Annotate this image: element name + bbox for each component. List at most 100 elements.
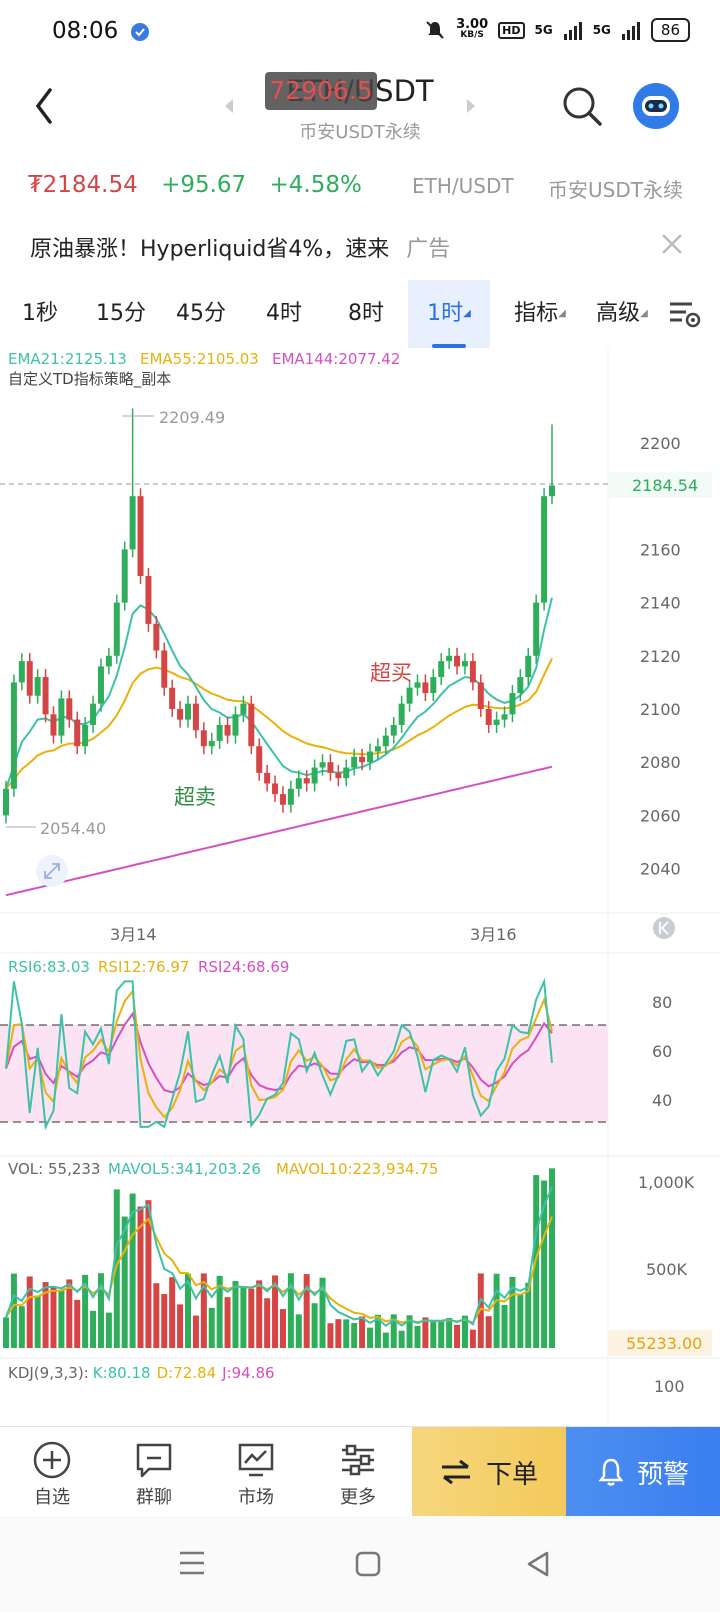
search-icon[interactable] — [560, 84, 604, 128]
nav-market-label: 市场 — [238, 1487, 274, 1508]
overbought-annotation: 超买 — [370, 661, 412, 685]
back-nav-icon[interactable] — [524, 1550, 552, 1578]
candlesticks — [3, 408, 555, 824]
rsi-tick-60: 60 — [652, 1042, 672, 1061]
vol-tick-500k: 500K — [646, 1260, 688, 1279]
signal-5g-2: 5G — [592, 23, 611, 37]
last-price-tag-bg — [608, 472, 712, 498]
signal-bars-icon — [563, 22, 582, 40]
dropdown-triangle-icon: ◢ — [463, 308, 471, 319]
kline-chart[interactable]: EMA21:2125.13 EMA55:2105.03 EMA144:2077.… — [0, 348, 720, 1426]
price-alert-label: 预警 — [636, 1459, 689, 1490]
mute-bell-icon — [426, 21, 444, 39]
y-tick-2120: 2120 — [640, 647, 681, 666]
tab-advanced-label: 高级 — [596, 301, 641, 326]
swap-arrows-icon — [441, 1459, 470, 1485]
price-change: +95.67 — [161, 172, 247, 198]
system-nav-bar — [0, 1516, 720, 1612]
signal-bars-icon-2 — [621, 22, 640, 40]
nav-chat[interactable]: 群聊 — [104, 1427, 204, 1517]
ema55-line — [5, 657, 553, 790]
battery-indicator: 86 — [650, 18, 690, 42]
ema55-label: EMA55:2105.03 — [140, 350, 259, 368]
rsi24-label: RSI24:68.69 — [198, 958, 289, 976]
bottom-nav: 自选 群聊 市场 更多 — [0, 1426, 720, 1517]
timeframe-tabs: 1秒 15分 45分 4时 8时 1时◢ 指标◢ 高级◢ — [0, 280, 720, 348]
kdj-tick-100: 100 — [654, 1377, 685, 1396]
vol-last-tag: 55233.00 — [626, 1334, 702, 1353]
rsi6-line — [5, 977, 553, 1131]
dropdown-triangle-icon: ◢ — [640, 308, 648, 319]
expand-icon[interactable] — [36, 855, 68, 887]
x-tick-0316: 3月16 — [470, 925, 517, 944]
tab-4h[interactable]: 4时 — [266, 301, 302, 326]
price-change-pct: +4.58% — [269, 172, 362, 198]
place-order-button[interactable]: 下单 — [412, 1427, 566, 1517]
chart-settings-icon[interactable] — [668, 298, 702, 330]
y-tick-2140: 2140 — [640, 594, 681, 613]
ad-banner[interactable]: 原油暴涨！Hyperliquid省4%，速来 广告 — [30, 231, 450, 263]
recent-apps-icon[interactable] — [178, 1550, 206, 1576]
nav-watchlist[interactable]: 自选 — [2, 1427, 102, 1517]
volume-bars — [3, 1168, 555, 1348]
close-icon[interactable] — [660, 232, 684, 256]
low-label: 2054.40 — [40, 819, 106, 838]
ema144-line — [5, 765, 553, 897]
back-arrow-icon[interactable] — [30, 86, 60, 126]
tab-1s[interactable]: 1秒 — [22, 301, 58, 326]
high-label: 2209.49 — [159, 408, 225, 427]
y-tick-2040: 2040 — [640, 860, 681, 879]
mavol5-label: MAVOL5:341,203.26 — [108, 1160, 261, 1178]
kdj-label: KDJ(9,3,3): K:80.18 D:72.84 J:94.86 — [8, 1364, 275, 1382]
signal-5g-1: 5G — [534, 23, 553, 37]
ticker-market: 币安USDT永续 — [548, 178, 683, 202]
prev-pair-icon[interactable] — [222, 96, 236, 116]
tab-45m[interactable]: 45分 — [176, 301, 226, 326]
ema21-label: EMA21:2125.13 — [8, 350, 127, 368]
price-axis: 2200 2160 2140 2120 2100 2080 2060 2040 — [640, 434, 681, 879]
ema21-line — [5, 597, 553, 790]
price-alert-button[interactable]: 预警 — [566, 1427, 720, 1517]
place-order-label: 下单 — [485, 1459, 538, 1490]
mavol5-line — [5, 1186, 553, 1327]
robot-assistant-icon[interactable] — [632, 82, 680, 130]
mavol10-label: MAVOL10:223,934.75 — [276, 1160, 438, 1178]
ad-text[interactable]: 原油暴涨！Hyperliquid省4%，速来 — [30, 237, 390, 262]
status-time: 08:06 — [52, 18, 119, 44]
chat-icon — [136, 1443, 172, 1478]
nav-watchlist-label: 自选 — [34, 1487, 70, 1508]
last-price-tag: 2184.54 — [632, 476, 698, 495]
tab-indicators[interactable]: 指标◢ — [500, 280, 580, 348]
scroll-to-latest-icon[interactable] — [653, 917, 675, 939]
page-subtitle: 币安USDT永续 — [299, 122, 421, 143]
vol-tick-1000k: 1,000K — [638, 1173, 695, 1192]
next-pair-icon[interactable] — [464, 96, 478, 116]
tab-indicators-label: 指标 — [514, 301, 559, 326]
nav-more[interactable]: 更多 — [308, 1427, 408, 1517]
y-tick-2100: 2100 — [640, 700, 681, 719]
ticker-pair: ETH/USDT — [412, 174, 514, 198]
home-icon[interactable] — [354, 1550, 382, 1578]
net-speed: 3.00 KB/S — [456, 17, 489, 40]
nav-more-label: 更多 — [340, 1487, 376, 1508]
nav-chat-label: 群聊 — [136, 1487, 172, 1508]
tab-advanced[interactable]: 高级◢ — [582, 280, 662, 348]
strategy-label: 自定义TD指标策略_副本 — [8, 370, 171, 389]
tab-15m[interactable]: 15分 — [96, 301, 146, 326]
bell-icon — [598, 1458, 624, 1486]
ema144-label: EMA144:2077.42 — [272, 350, 400, 368]
rsi6-label: RSI6:83.03 — [8, 958, 90, 976]
sliders-icon — [342, 1444, 374, 1476]
y-tick-2160: 2160 — [640, 540, 681, 559]
floating-price-overlay[interactable]: 72906.5 — [265, 72, 377, 110]
y-tick-2080: 2080 — [640, 753, 681, 772]
oversold-annotation: 超卖 — [174, 785, 216, 809]
hd-icon: HD — [498, 21, 525, 39]
vol-last-tag-bg — [608, 1330, 712, 1356]
y-tick-2200: 2200 — [640, 434, 681, 453]
vpn-icon — [131, 23, 149, 41]
nav-market[interactable]: 市场 — [206, 1427, 306, 1517]
tab-8h[interactable]: 8时 — [348, 301, 384, 326]
market-chart-icon — [238, 1443, 274, 1477]
tab-1h[interactable]: 1时◢ — [408, 280, 490, 348]
